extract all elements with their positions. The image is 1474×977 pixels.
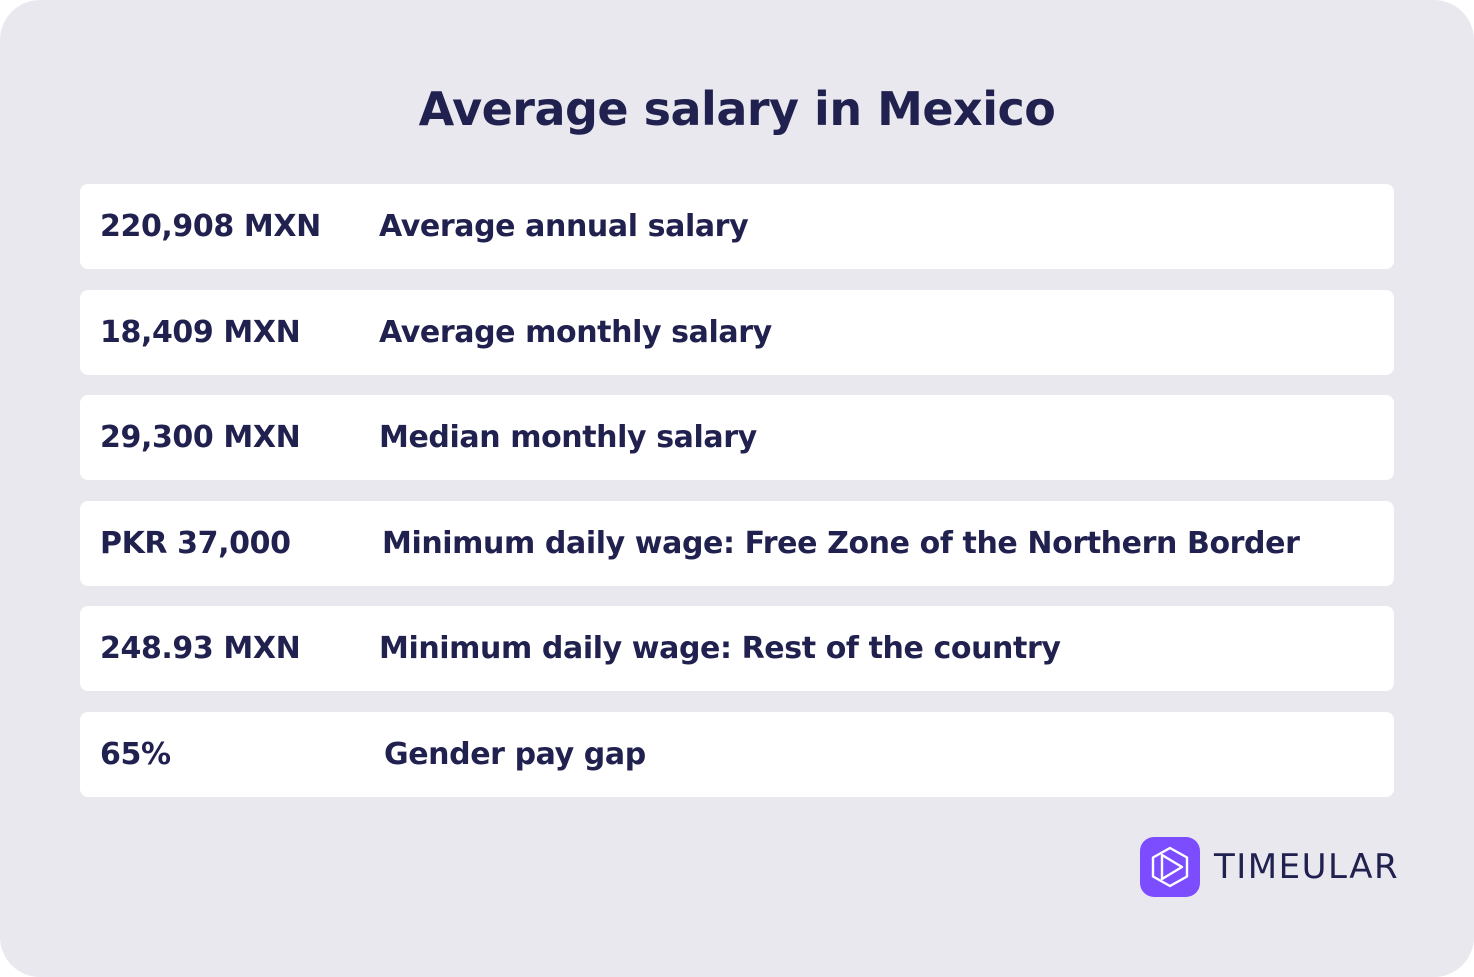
salary-table: 220,908 MXN Average annual salary 18,409…	[80, 184, 1394, 817]
row-value: 248.93 MXN	[100, 631, 301, 666]
page-title: Average salary in Mexico	[418, 82, 1056, 136]
row-value: 220,908 MXN	[100, 209, 321, 244]
row-label: Median monthly salary	[379, 420, 757, 455]
timeular-logo-icon	[1140, 837, 1200, 897]
brand-logo: TIMEULAR	[1140, 837, 1399, 897]
row-value: 65%	[100, 736, 171, 772]
row-value: 18,409 MXN	[100, 314, 301, 350]
table-row: 220,908 MXN Average annual salary	[80, 184, 1394, 269]
row-value: 29,300 MXN	[100, 420, 301, 455]
table-row: PKR 37,000 Minimum daily wage: Free Zone…	[80, 500, 1394, 586]
table-row: 65% Gender pay gap	[80, 711, 1394, 797]
brand-name: TIMEULAR	[1214, 847, 1400, 887]
row-label: Minimum daily wage: Rest of the country	[379, 631, 1061, 666]
row-label: Average annual salary	[379, 209, 749, 244]
table-row: 18,409 MXN Average monthly salary	[80, 289, 1394, 375]
table-row: 29,300 MXN Median monthly salary	[80, 395, 1394, 480]
row-label: Gender pay gap	[384, 736, 646, 772]
row-label: Minimum daily wage: Free Zone of the Nor…	[382, 525, 1300, 561]
row-label: Average monthly salary	[379, 314, 772, 350]
row-value: PKR 37,000	[100, 525, 291, 561]
table-row: 248.93 MXN Minimum daily wage: Rest of t…	[80, 606, 1394, 691]
